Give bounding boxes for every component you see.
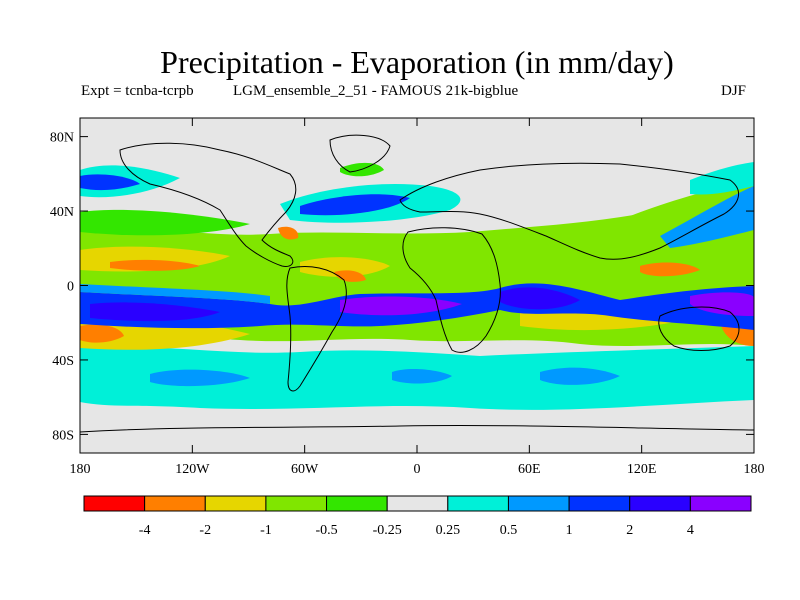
south-america-outline [286, 266, 347, 392]
legend-label: 4 [687, 523, 694, 538]
contour-south-atlantic-blue [392, 369, 452, 384]
legend-swatch [507, 495, 570, 512]
eurasia-outline [399, 162, 739, 260]
y-tick-label: 40S [52, 354, 74, 369]
x-tick-label: 120W [175, 462, 210, 477]
y-tick-label: 40N [50, 205, 74, 220]
contour-n-pacific-blue [80, 174, 140, 191]
antarctica-outline [80, 424, 754, 433]
y-tick-label: 80N [50, 131, 74, 146]
x-tick-label: 60E [518, 462, 541, 477]
contour-nw-pacific-green [560, 180, 754, 266]
x-tick-label: 180 [744, 462, 765, 477]
contour-atlantic-purple-core [340, 296, 462, 316]
run-label: LGM_ensemble_2_51 - FAMOUS 21k-bigblue [233, 83, 519, 99]
legend-label: 0.5 [500, 523, 518, 538]
legend-swatch [447, 495, 509, 512]
legend-swatch [689, 495, 752, 512]
contour-atlantic-orange [334, 270, 366, 282]
legend-label: 2 [626, 523, 633, 538]
contour-n-atlantic-blue [300, 194, 410, 216]
north-america-outline [119, 142, 297, 267]
legend-label: -0.25 [373, 523, 402, 538]
contour-w-pacific-blue [660, 186, 754, 248]
contour-indian-purple-core [500, 287, 580, 310]
contour-seasia-orange [640, 262, 700, 277]
x-tick-label: 180 [70, 462, 91, 477]
legend-swatch [265, 495, 328, 512]
x-tick-label: 0 [414, 462, 421, 477]
legend-label: -1 [260, 523, 272, 538]
legend-label: 0.25 [436, 523, 461, 538]
coastlines [80, 134, 754, 433]
field-layer [80, 162, 754, 410]
legend-swatch [386, 495, 449, 512]
africa-outline [402, 227, 501, 353]
legend-label: -0.5 [315, 523, 337, 538]
australia-outline [658, 306, 740, 351]
contour-s-pacific-orange [80, 324, 124, 343]
contour-south-indian-blue [540, 367, 620, 385]
y-tick-label: 80S [52, 428, 74, 443]
greenland-outline [329, 134, 391, 173]
x-tick-label: 60W [291, 462, 319, 477]
y-tick-label: 0 [67, 280, 74, 295]
legend-swatch [629, 495, 691, 512]
x-tick-label: 120E [627, 462, 657, 477]
legend-label: -4 [139, 523, 151, 538]
contour-caribbean-orange [278, 226, 299, 240]
legend-swatch [568, 495, 631, 512]
legend-swatch [204, 495, 267, 512]
contour-n-dry-ribbon [80, 209, 250, 236]
legend-label: -2 [199, 523, 211, 538]
contour-maritime-purple-core [690, 292, 754, 316]
contour-e-pacific-cyan-halo [80, 284, 270, 304]
legend-swatch [326, 495, 388, 512]
legend-label: 1 [566, 523, 573, 538]
contour-south-pacific-blue [150, 369, 250, 387]
contour-n-pacific-orange [110, 259, 200, 271]
legend-swatch [144, 495, 206, 512]
experiment-label: Expt = tcnba-tcrpb [81, 83, 194, 99]
colorbar-legend: -4 -2 -1 -0.5 -0.25 0.25 0.5 1 2 4 [83, 495, 752, 538]
season-label: DJF [721, 83, 747, 99]
contour-n-atlantic-yellow [300, 257, 390, 277]
chart-title: Precipitation - Evaporation (in mm/day) [160, 44, 674, 80]
axes: 180 120W 60W 0 60E 120E 180 80N 40N 0 40S 80S [50, 118, 765, 477]
legend-swatch [83, 495, 146, 512]
contour-pacific-purple-core [90, 302, 220, 322]
